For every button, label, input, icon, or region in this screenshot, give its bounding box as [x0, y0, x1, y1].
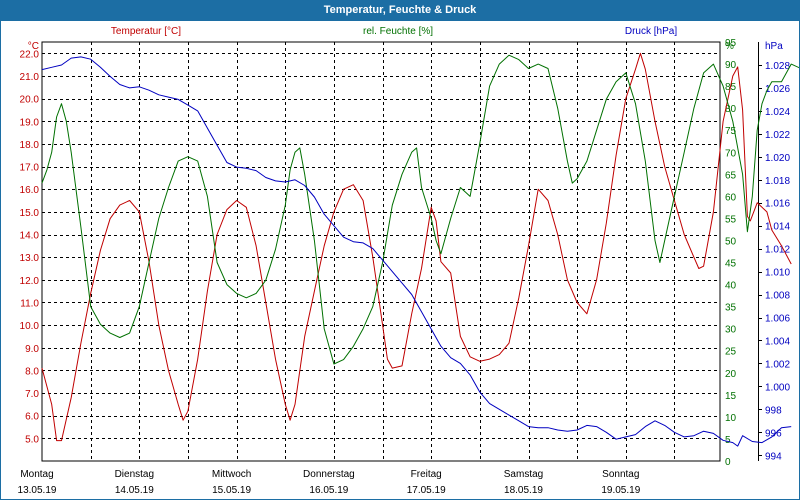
humidity-tick-label: 60: [725, 192, 737, 203]
temperature-tick-label: 5.0: [25, 434, 39, 445]
humidity-tick-label: 35: [725, 303, 737, 314]
temperature-tick-label: 14.0: [20, 231, 40, 242]
date-label: 16.05.19: [309, 485, 348, 496]
series-line-rel-feuchte: [41, 54, 799, 365]
temperature-tick-label: 10.0: [20, 321, 40, 332]
humidity-tick-label: 5: [725, 435, 731, 446]
humidity-tick-label: 75: [725, 126, 737, 137]
day-label: Dienstag: [115, 469, 154, 480]
pressure-tick-label: 1.008: [765, 291, 790, 302]
humidity-tick-label: 20: [725, 369, 737, 380]
humidity-unit-label: %: [725, 41, 734, 52]
humidity-tick-label: 25: [725, 347, 737, 358]
temperature-tick-label: 20.0: [20, 95, 40, 106]
pressure-tick-label: 1.024: [765, 107, 790, 118]
date-label: 18.05.19: [504, 485, 543, 496]
temperature-tick-label: 13.0: [20, 253, 40, 264]
pressure-tick-label: 994: [765, 451, 782, 462]
series-line-druck: [41, 56, 792, 447]
pressure-tick-label: 1.028: [765, 61, 790, 72]
pressure-tick-label: 1.002: [765, 359, 790, 370]
humidity-tick-label: 40: [725, 281, 737, 292]
humidity-tick-label: 0: [725, 457, 731, 468]
pressure-tick-label: 1.026: [765, 84, 790, 95]
day-label: Samstag: [504, 469, 543, 480]
window-title-bar: Temperatur, Feuchte & Druck: [0, 0, 800, 21]
pressure-tick-label: 1.010: [765, 268, 790, 279]
humidity-tick-label: 55: [725, 214, 737, 225]
humidity-tick-label: 95: [725, 38, 737, 49]
humidity-tick-label: 30: [725, 325, 737, 336]
pressure-axis-title: Druck [hPa]: [625, 26, 677, 37]
window-title: Temperatur, Feuchte & Druck: [323, 4, 477, 16]
pressure-tick-label: 998: [765, 405, 782, 416]
day-label: Donnerstag: [303, 469, 355, 480]
pressure-tick-label: 1.006: [765, 314, 790, 325]
temperature-tick-label: 17.0: [20, 163, 40, 174]
day-label: Sonntag: [602, 469, 639, 480]
date-label: 13.05.19: [18, 485, 57, 496]
pressure-tick-label: 1.022: [765, 130, 790, 141]
humidity-tick-label: 80: [725, 104, 737, 115]
temperature-tick-label: 12.0: [20, 276, 40, 287]
temperature-tick-label: 15.0: [20, 208, 40, 219]
pressure-unit-label: hPa: [765, 41, 783, 52]
plot-border: [41, 41, 721, 462]
date-label: 17.05.19: [407, 485, 446, 496]
chart: °C22.0 21.0 20.0 19.0 18.0 17.0 16.0 15.0 14.0 13…: [18, 26, 799, 496]
day-label: Freitag: [411, 469, 442, 480]
date-label: 19.05.19: [601, 485, 640, 496]
humidity-tick-label: 50: [725, 236, 737, 247]
humidity-tick-label: 45: [725, 259, 737, 270]
temperature-tick-label: 7.0: [25, 389, 39, 400]
humidity-tick-label: 65: [725, 170, 737, 181]
temperature-unit-label: °C: [28, 41, 39, 52]
temperature-tick-label: 18.0: [20, 140, 40, 151]
temperature-tick-label: 22.0: [20, 49, 40, 60]
pressure-tick-label: 1.020: [765, 153, 790, 164]
temperature-axis-title: Temperatur [°C]: [111, 26, 181, 37]
humidity-tick-label: 90: [725, 60, 737, 71]
temperature-tick-label: 6.0: [25, 412, 39, 423]
humidity-tick-label: 10: [725, 413, 737, 424]
day-label: Montag: [20, 469, 53, 480]
pressure-tick-label: 1.016: [765, 199, 790, 210]
date-label: 14.05.19: [115, 485, 154, 496]
day-label: Mittwoch: [212, 469, 251, 480]
pressure-tick-label: 1.014: [765, 222, 790, 233]
pressure-tick-label: 1.004: [765, 336, 790, 347]
pressure-tick-label: 1.012: [765, 245, 790, 256]
temperature-tick-label: 8.0: [25, 366, 39, 377]
pressure-tick-label: 1.000: [765, 382, 790, 393]
date-label: 15.05.19: [212, 485, 251, 496]
chart-frame: °C 22.0 21.0 20.0 19.0 18.0 17.0 16.0 15.0 14.0 13…: [0, 20, 800, 500]
pressure-tick-label: 996: [765, 428, 782, 439]
temperature-tick-label: 11.0: [20, 298, 39, 309]
temperature-tick-label: 16.0: [20, 185, 40, 196]
temperature-tick-label: 21.0: [20, 72, 40, 83]
temperature-tick-label: 19.0: [20, 117, 40, 128]
humidity-tick-label: 15: [725, 391, 737, 402]
series-line-temperatur: [41, 52, 792, 442]
humidity-axis-title: rel. Feuchte [%]: [363, 26, 433, 37]
pressure-tick-label: 1.018: [765, 176, 790, 187]
temperature-tick-label: 9.0: [25, 344, 39, 355]
humidity-tick-label: 70: [725, 148, 737, 159]
